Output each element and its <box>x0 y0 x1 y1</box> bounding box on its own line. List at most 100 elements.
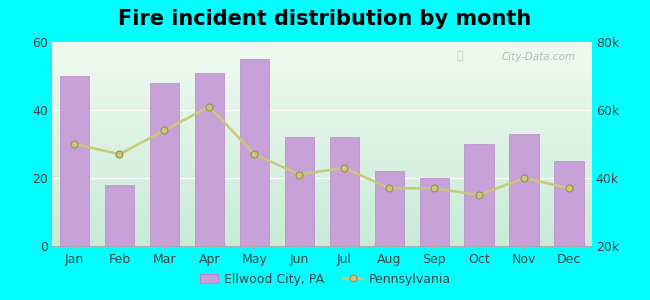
Bar <box>52 97 592 98</box>
Bar <box>52 147 592 148</box>
Bar <box>465 144 494 246</box>
Bar <box>52 44 592 45</box>
Bar <box>52 243 592 244</box>
Bar <box>52 91 592 92</box>
Bar <box>554 161 584 246</box>
Bar <box>52 64 592 65</box>
Bar <box>52 128 592 129</box>
Bar <box>52 48 592 49</box>
Bar <box>52 127 592 128</box>
Bar <box>52 211 592 212</box>
Bar <box>52 84 592 85</box>
Bar <box>52 188 592 189</box>
Bar <box>52 136 592 137</box>
Bar <box>52 109 592 110</box>
Bar <box>52 238 592 239</box>
Bar <box>52 139 592 140</box>
Bar <box>52 174 592 175</box>
Bar <box>52 223 592 224</box>
Bar <box>52 81 592 82</box>
Bar <box>52 47 592 48</box>
Bar <box>52 98 592 99</box>
Bar <box>52 51 592 52</box>
Bar <box>52 137 592 138</box>
Bar <box>52 141 592 142</box>
Bar <box>52 53 592 54</box>
Bar <box>52 183 592 184</box>
Bar <box>52 182 592 183</box>
Bar <box>52 82 592 83</box>
Bar <box>52 108 592 109</box>
Bar <box>52 241 592 242</box>
Bar <box>52 89 592 90</box>
Bar <box>52 74 592 75</box>
Bar <box>52 202 592 203</box>
Bar <box>52 73 592 74</box>
Bar <box>52 135 592 136</box>
Bar <box>52 79 592 80</box>
Bar <box>52 180 592 181</box>
Bar <box>52 86 592 87</box>
Bar <box>52 151 592 152</box>
Text: City-Data.com: City-Data.com <box>501 52 575 62</box>
Bar <box>52 116 592 118</box>
Bar <box>52 210 592 211</box>
Bar <box>52 85 592 86</box>
Bar <box>52 237 592 238</box>
Bar <box>52 159 592 160</box>
Bar <box>52 199 592 200</box>
Bar <box>52 186 592 187</box>
Bar <box>52 201 592 202</box>
Bar <box>52 149 592 150</box>
Bar <box>52 76 592 77</box>
Bar <box>52 233 592 234</box>
Bar <box>52 175 592 176</box>
Bar <box>52 100 592 101</box>
Bar <box>52 179 592 180</box>
Bar <box>52 106 592 107</box>
Bar <box>52 240 592 241</box>
Bar <box>52 158 592 159</box>
Bar <box>52 129 592 130</box>
Bar <box>52 133 592 134</box>
Bar <box>52 231 592 232</box>
Bar <box>52 50 592 51</box>
Bar <box>285 137 314 246</box>
Bar <box>52 145 592 146</box>
Bar <box>52 181 592 182</box>
Bar <box>195 73 224 246</box>
Bar <box>52 124 592 126</box>
Bar <box>52 83 592 84</box>
Bar <box>52 208 592 209</box>
Bar <box>52 112 592 113</box>
Bar <box>52 206 592 207</box>
Bar <box>52 156 592 157</box>
Bar <box>52 144 592 145</box>
Bar <box>52 169 592 170</box>
Bar <box>52 153 592 154</box>
Bar <box>510 134 539 246</box>
Text: ⓘ: ⓘ <box>456 51 463 61</box>
Bar <box>52 80 592 81</box>
Bar <box>52 187 592 188</box>
Bar <box>52 235 592 236</box>
Bar <box>52 226 592 228</box>
Bar <box>374 171 404 246</box>
Bar <box>52 177 592 178</box>
Bar <box>60 76 89 246</box>
Bar <box>52 228 592 229</box>
Bar <box>52 239 592 240</box>
Bar <box>52 155 592 156</box>
Bar <box>52 68 592 70</box>
Bar <box>52 209 592 210</box>
Bar <box>52 75 592 76</box>
Bar <box>52 184 592 185</box>
Bar <box>52 213 592 214</box>
Bar <box>52 118 592 119</box>
Bar <box>52 224 592 225</box>
Bar <box>52 216 592 217</box>
Bar <box>52 232 592 233</box>
Bar <box>52 58 592 59</box>
Bar <box>105 185 134 246</box>
Bar <box>52 101 592 102</box>
